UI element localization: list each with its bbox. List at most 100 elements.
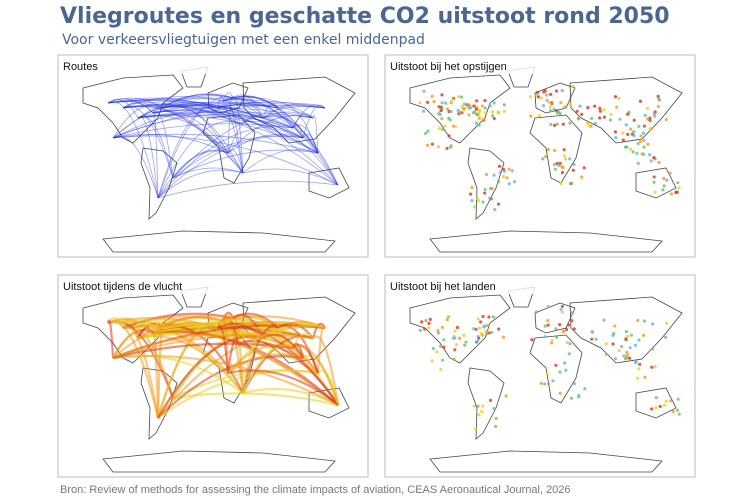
emission-dot xyxy=(534,310,538,314)
emission-dot xyxy=(648,127,652,131)
emission-dot xyxy=(475,112,479,117)
emission-dot xyxy=(612,331,616,336)
emission-dot xyxy=(646,106,650,111)
emission-dot xyxy=(493,208,497,212)
route xyxy=(217,106,244,174)
emission-dot xyxy=(560,170,565,175)
emission-dot xyxy=(549,92,553,96)
emission-dot xyxy=(590,330,595,334)
route xyxy=(107,99,139,119)
emission-dot xyxy=(669,399,673,403)
route xyxy=(152,109,304,139)
emission-dot xyxy=(657,160,661,165)
route xyxy=(137,94,234,119)
emission-dot xyxy=(497,164,502,168)
route xyxy=(137,111,314,119)
route xyxy=(277,105,319,154)
route xyxy=(122,102,154,114)
emission-dot xyxy=(637,367,641,371)
emission-dot xyxy=(492,116,496,121)
emission-dot xyxy=(637,124,641,128)
emission-dot xyxy=(430,142,435,146)
emission-dot xyxy=(475,339,480,344)
emission-dot xyxy=(646,117,650,121)
emission-dot xyxy=(568,157,572,161)
emission-dot xyxy=(638,362,642,366)
emission-dot xyxy=(502,109,506,114)
route xyxy=(157,369,319,419)
route xyxy=(157,96,234,199)
emission-dot xyxy=(648,153,652,157)
emission-dot xyxy=(455,325,460,330)
emission-dot xyxy=(438,344,443,348)
emission-dot xyxy=(642,319,646,323)
emission-dot xyxy=(480,104,484,108)
overlay xyxy=(107,92,339,199)
emission-dot xyxy=(560,88,564,93)
route xyxy=(162,104,294,129)
emission-dot xyxy=(654,396,658,400)
emission-dot xyxy=(615,105,619,109)
emission-dot xyxy=(439,108,443,113)
route xyxy=(217,103,314,119)
route xyxy=(157,355,304,419)
route xyxy=(157,121,239,199)
emission-dot xyxy=(621,131,625,135)
emission-dot xyxy=(622,354,626,358)
emission-dot xyxy=(677,412,681,416)
emission-dot xyxy=(445,146,449,150)
route xyxy=(112,333,314,360)
emission-dot xyxy=(613,95,618,99)
emission-dot xyxy=(577,395,581,399)
emission-dot xyxy=(437,126,442,131)
emission-dot xyxy=(662,403,667,407)
route xyxy=(227,353,304,374)
emission-dot xyxy=(474,107,479,111)
emission-dot xyxy=(636,318,640,323)
emission-dot xyxy=(486,324,490,328)
emission-dot xyxy=(490,330,494,334)
emission-dot xyxy=(496,202,501,206)
emission-dot xyxy=(665,178,669,182)
emission-dot xyxy=(462,106,467,111)
emission-dot xyxy=(567,323,571,327)
emission-dot xyxy=(470,199,474,203)
emission-dot xyxy=(480,409,484,414)
emission-dot xyxy=(466,103,471,108)
emission-dot xyxy=(625,356,629,360)
emission-dot xyxy=(481,404,485,408)
route xyxy=(122,104,294,129)
emission-dot xyxy=(541,103,546,108)
route xyxy=(292,123,304,139)
emission-dot xyxy=(497,327,501,331)
emission-dot xyxy=(568,121,572,125)
emission-dot xyxy=(483,106,487,110)
emission-dot xyxy=(548,105,552,109)
emission-dot xyxy=(436,145,441,149)
emission-dot xyxy=(642,145,646,149)
emission-dot xyxy=(559,181,563,186)
emission-dot xyxy=(536,95,540,99)
route xyxy=(162,103,239,124)
emission-dot xyxy=(558,391,562,395)
emission-dot xyxy=(436,331,440,335)
emission-dot xyxy=(494,424,498,428)
emission-dot xyxy=(629,147,633,151)
emission-dot xyxy=(473,110,477,114)
emission-dot xyxy=(491,315,495,319)
source: Bron: Review of methods for assessing th… xyxy=(60,484,571,496)
emission-dot xyxy=(453,336,457,340)
emission-dot xyxy=(641,131,646,135)
emission-dot xyxy=(557,163,561,167)
route xyxy=(172,149,319,179)
emission-dot xyxy=(488,104,492,108)
emission-dot xyxy=(563,105,567,109)
route xyxy=(157,135,304,199)
emission-dot xyxy=(469,106,473,110)
emission-dot xyxy=(559,307,563,312)
panel-title: Uitstoot bij het landen xyxy=(390,281,496,293)
emission-dot xyxy=(430,359,434,363)
emission-dot xyxy=(501,335,506,339)
route xyxy=(157,106,219,199)
route xyxy=(162,101,279,109)
